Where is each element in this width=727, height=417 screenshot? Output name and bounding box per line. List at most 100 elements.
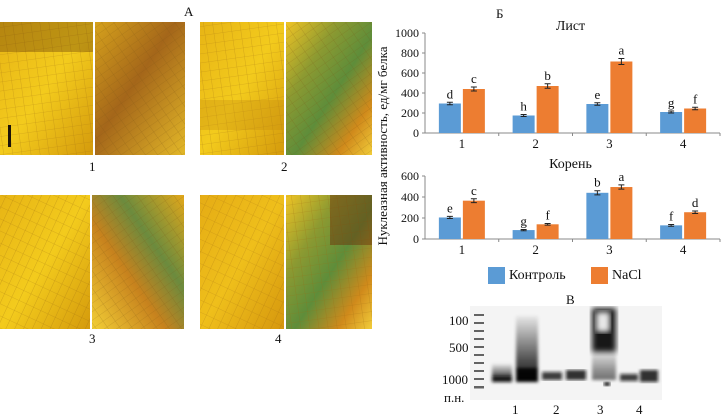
leaf-error-bar xyxy=(692,106,699,111)
leaf-significance-letter: b xyxy=(544,68,551,83)
root-significance-letter: c xyxy=(471,183,477,198)
root-ytick-label: 600 xyxy=(401,169,419,183)
root-xtick-label: 2 xyxy=(532,242,539,257)
root-bar-nacl xyxy=(610,187,633,239)
micrograph-4-right xyxy=(286,195,372,329)
root-error-bar xyxy=(520,228,527,232)
leaf-error-bar xyxy=(668,110,675,114)
legend-swatch-nacl xyxy=(591,267,608,284)
root-error-bar xyxy=(692,210,699,214)
root-chart-title: Корень xyxy=(549,157,592,172)
root-bar-control xyxy=(586,192,609,239)
legend-label-control: Контроль xyxy=(509,268,566,283)
root-significance-letter: a xyxy=(618,169,624,184)
y-axis-label: Нуклеазная активность, ед/мг белка xyxy=(375,46,390,245)
root-significance-letter: g xyxy=(520,213,527,228)
root-error-bar xyxy=(594,190,601,196)
micrograph-4-label: 4 xyxy=(275,331,282,346)
root-significance-letter: e xyxy=(447,200,453,215)
leaf-significance-letter: f xyxy=(693,91,698,106)
leaf-xtick-label: 2 xyxy=(532,136,539,151)
gel-lane-2 xyxy=(542,370,586,380)
leaf-bar-control xyxy=(586,104,609,133)
leaf-significance-letter: h xyxy=(520,99,527,114)
root-significance-letter: f xyxy=(545,207,550,222)
root-error-bar xyxy=(544,222,551,226)
leaf-ytick-label: 800 xyxy=(401,46,419,60)
gel-image xyxy=(470,306,662,400)
legend-swatch-control xyxy=(488,267,505,284)
leaf-significance-letter: c xyxy=(471,71,477,86)
gel-lane-label-3: 3 xyxy=(597,402,604,417)
leaf-bar-nacl xyxy=(610,61,633,133)
gel-unit-label: п.н. xyxy=(444,390,465,405)
leaf-bar-nacl xyxy=(684,108,707,133)
gel-lane-label-2: 2 xyxy=(553,402,560,417)
panel-b-letter: Б xyxy=(496,6,504,21)
root-error-bar xyxy=(446,215,453,220)
gel-ladder-500: 500 xyxy=(449,340,469,355)
root-bar-nacl xyxy=(536,224,559,239)
leaf-ytick-label: 1000 xyxy=(395,26,419,40)
root-bar-control xyxy=(660,225,683,239)
gel-lane-3 xyxy=(592,308,616,386)
leaf-bar-nacl xyxy=(462,89,485,133)
leaf-xtick-label: 4 xyxy=(680,136,687,151)
root-error-bar xyxy=(668,224,675,227)
root-ytick-label: 200 xyxy=(401,211,419,225)
micrograph-2-right xyxy=(286,22,372,155)
leaf-ytick-label: 0 xyxy=(413,126,419,140)
micrograph-2-left xyxy=(200,22,284,155)
micrograph-4-left xyxy=(200,195,284,329)
root-significance-letter: f xyxy=(669,209,674,224)
gel-ladder-100: 100 xyxy=(449,313,469,328)
micrograph-1-label: 1 xyxy=(89,159,96,174)
gel-lane-label-1: 1 xyxy=(512,402,519,417)
panel-a-letter: А xyxy=(184,4,194,19)
gel-ladder-1000: 1000 xyxy=(442,372,468,387)
nuclease-charts: Нуклеазная активность, ед/мг белка Лист 0 2… xyxy=(375,19,721,257)
leaf-significance-letter: d xyxy=(447,86,454,101)
leaf-error-bar xyxy=(618,58,625,65)
root-significance-letter: d xyxy=(692,195,699,210)
root-significance-letter: b xyxy=(594,175,601,190)
root-error-bar xyxy=(618,184,625,190)
leaf-significance-letter: g xyxy=(668,95,675,110)
root-bar-nacl xyxy=(462,200,485,239)
leaf-ytick-label: 600 xyxy=(401,66,419,80)
legend-label-nacl: NaCl xyxy=(612,268,642,283)
root-xtick-label: 3 xyxy=(606,242,613,257)
leaf-xtick-label: 3 xyxy=(606,136,613,151)
leaf-error-bar xyxy=(446,101,453,106)
gel-lane-label-4: 4 xyxy=(636,402,643,417)
root-ytick-label: 400 xyxy=(401,190,419,204)
gel-lane-4 xyxy=(620,370,658,382)
leaf-bar-nacl xyxy=(536,86,559,133)
micrograph-3-right xyxy=(92,195,184,329)
micrograph-1-left xyxy=(0,22,93,155)
gel-lane-1 xyxy=(492,316,538,382)
leaf-error-bar xyxy=(594,102,601,106)
leaf-significance-letter: a xyxy=(618,43,624,58)
micrograph-3-left xyxy=(0,195,90,329)
leaf-error-bar xyxy=(520,114,527,117)
leaf-chart-title: Лист xyxy=(556,19,585,34)
root-ytick-label: 0 xyxy=(413,232,419,246)
leaf-bar-control xyxy=(660,112,683,133)
root-bar-control xyxy=(512,230,535,239)
leaf-error-bar xyxy=(470,86,477,92)
leaf-ytick-label: 400 xyxy=(401,86,419,100)
root-xtick-label: 4 xyxy=(680,242,687,257)
leaf-bar-control xyxy=(438,103,461,133)
root-error-bar xyxy=(470,198,477,204)
leaf-ytick-label: 200 xyxy=(401,106,419,120)
leaf-xtick-label: 1 xyxy=(459,136,466,151)
root-xtick-label: 1 xyxy=(459,242,466,257)
leaf-significance-letter: e xyxy=(594,87,600,102)
root-bar-control xyxy=(438,217,461,239)
micrograph-3-label: 3 xyxy=(89,331,96,346)
micrograph-1-right xyxy=(95,22,185,155)
micrograph-2-label: 2 xyxy=(281,159,288,174)
gel-ladder-lane xyxy=(474,314,484,389)
